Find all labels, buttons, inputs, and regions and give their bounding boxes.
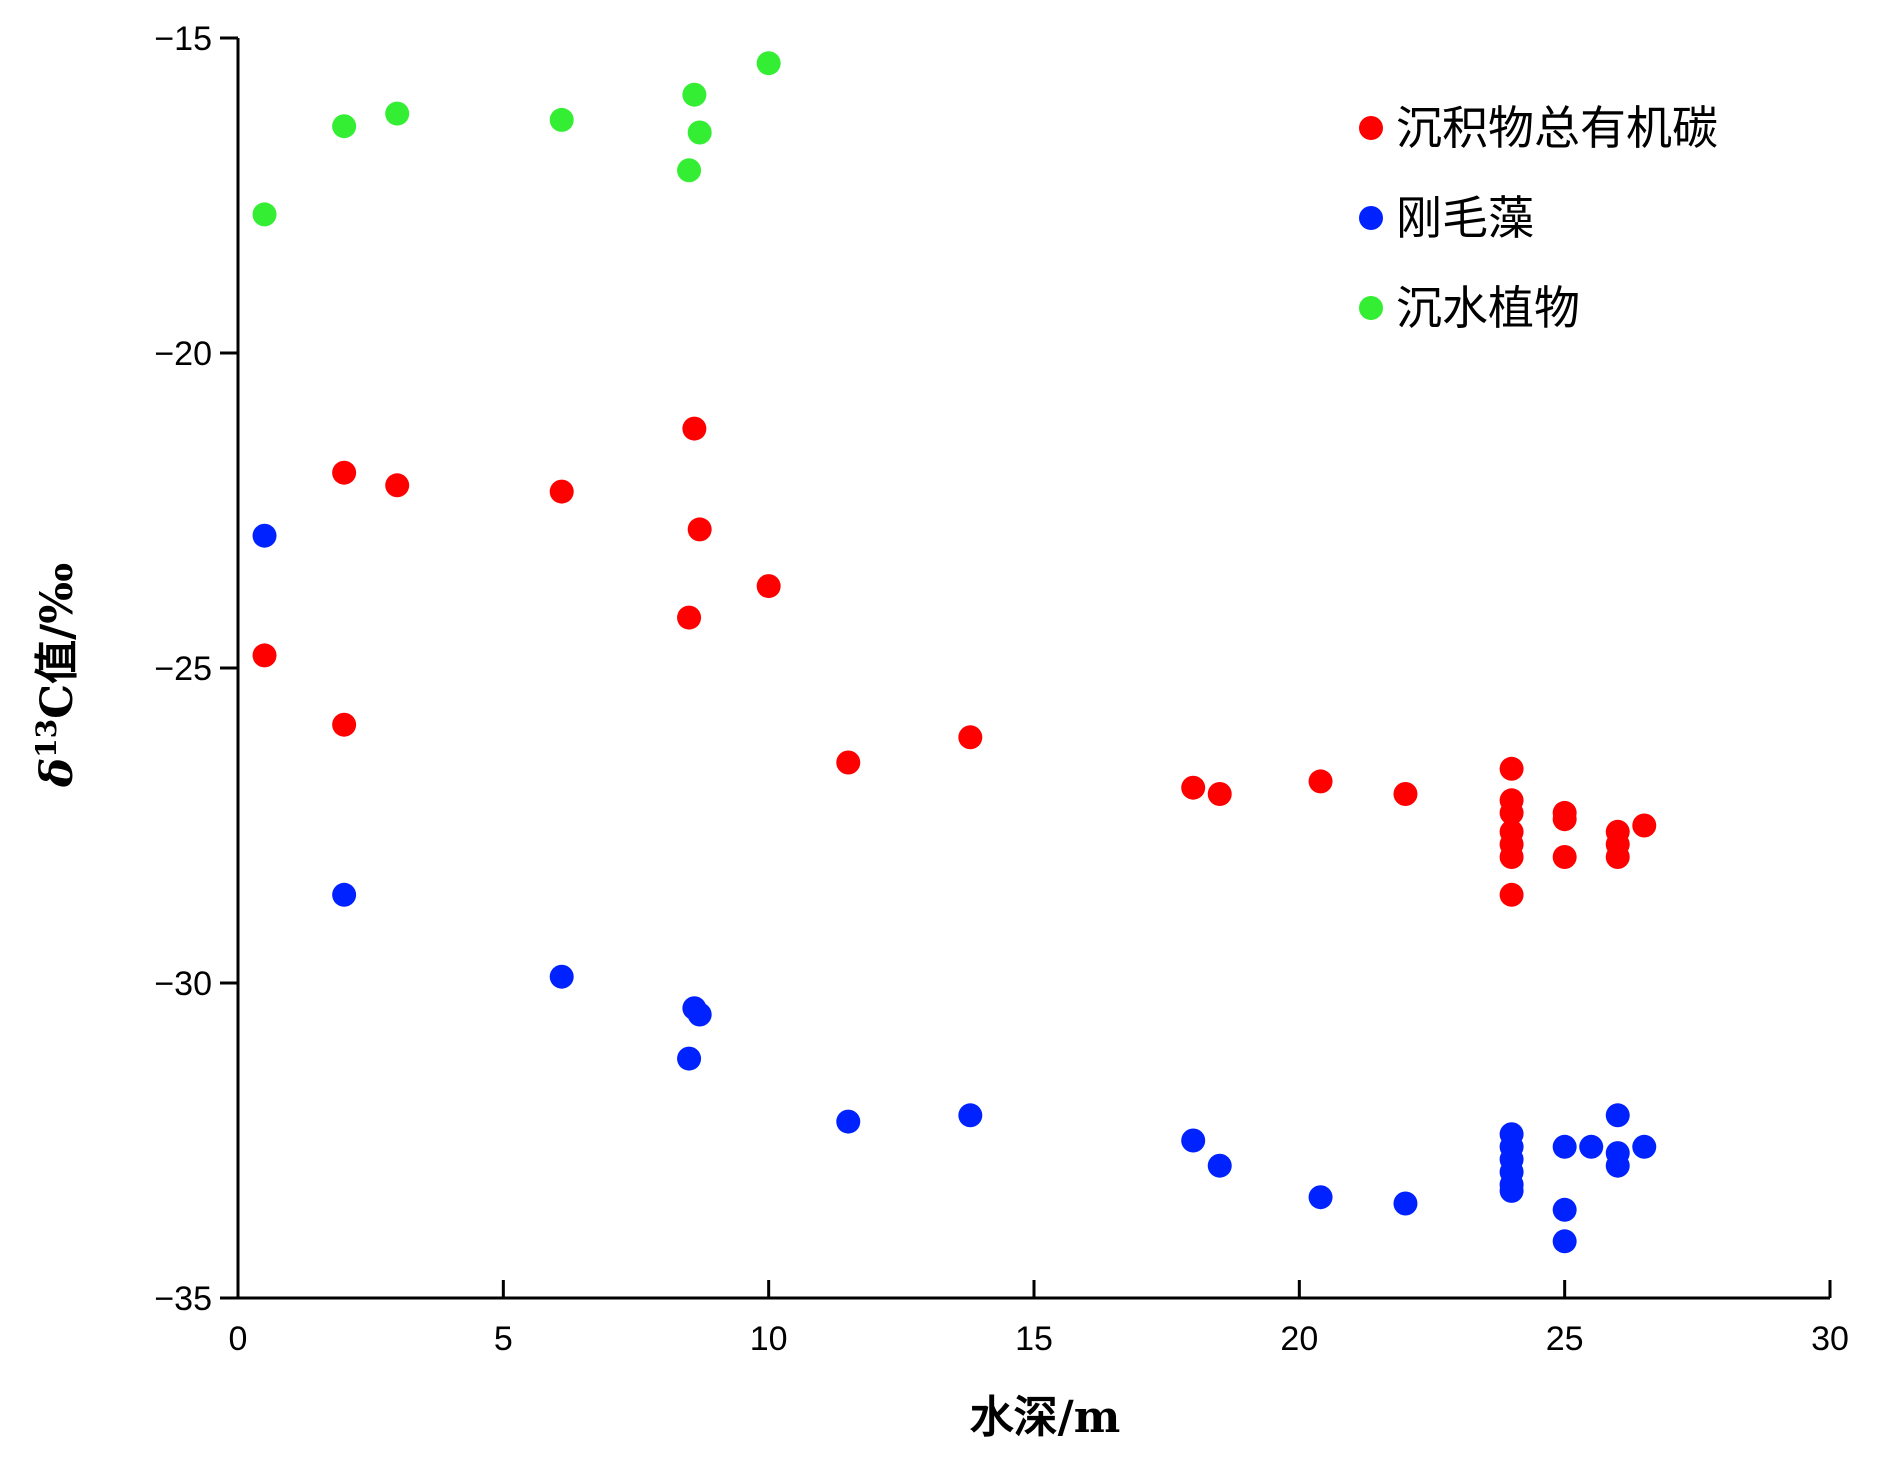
data-point-series-1: [1552, 1229, 1577, 1254]
data-point-series-0: [1181, 775, 1206, 800]
data-point-series-1: [687, 1002, 712, 1027]
data-point-series-1: [1552, 1134, 1577, 1159]
data-point-series-1: [1207, 1153, 1232, 1178]
data-point-series-1: [836, 1109, 861, 1134]
data-point-series-0: [1308, 769, 1333, 794]
data-point-series-1: [1579, 1134, 1604, 1159]
data-point-series-0: [1605, 845, 1630, 869]
data-point-series-0: [682, 416, 707, 441]
data-point-series-0: [1499, 800, 1524, 825]
data-point-series-2: [549, 107, 574, 132]
data-point-series-1: [252, 523, 277, 548]
data-point-series-0: [1552, 807, 1577, 832]
y-tick-label: −30: [154, 965, 212, 1003]
data-point-series-1: [1605, 1153, 1630, 1178]
y-axis-title: δ13C值/‰: [30, 563, 83, 788]
data-point-series-1: [958, 1103, 983, 1128]
x-tick-label: 5: [494, 1320, 513, 1358]
data-point-series-1: [1181, 1128, 1206, 1153]
data-point-series-0: [252, 643, 277, 668]
data-point-series-1: [1308, 1185, 1333, 1210]
data-point-series-0: [687, 517, 712, 542]
legend-label: 沉积物总有机碳: [1396, 101, 1718, 155]
x-tick-label: 20: [1280, 1320, 1318, 1358]
legend-marker: [1359, 206, 1383, 230]
data-point-series-1: [677, 1046, 702, 1071]
data-point-series-2: [332, 114, 357, 139]
data-point-series-2: [677, 158, 702, 183]
y-ticks: −15 −20 −25 −30 −35: [154, 20, 238, 1318]
data-point-series-2: [687, 120, 712, 145]
data-point-series-0: [1499, 756, 1524, 781]
data-point-series-2: [756, 51, 781, 76]
data-point-series-1: [332, 882, 357, 907]
y-axis-title-rest: C值/‰: [32, 563, 83, 719]
data-point-series-0: [677, 605, 702, 630]
data-point-series-0: [1632, 813, 1657, 838]
data-point-series-2: [682, 82, 707, 107]
data-point-series-0: [385, 473, 410, 498]
data-point-series-0: [332, 712, 357, 737]
data-point-series-0: [1552, 845, 1577, 869]
data-point-series-1: [549, 964, 574, 989]
data-point-series-0: [836, 750, 861, 775]
data-point-series-1: [1552, 1197, 1577, 1222]
data-point-series-0: [549, 479, 574, 504]
y-tick-label: −20: [154, 335, 212, 373]
legend-marker: [1359, 116, 1383, 140]
x-ticks: 0 5 10 15 20 25 30: [229, 1280, 1849, 1358]
data-point-series-0: [1393, 782, 1418, 806]
x-axis-title: 水深/m: [970, 1392, 1121, 1443]
x-tick-label: 25: [1546, 1320, 1584, 1358]
y-axis-title-symbol: δ: [32, 758, 83, 788]
y-tick-label: −25: [154, 650, 212, 688]
y-tick-label: −15: [154, 20, 212, 58]
x-tick-label: 15: [1015, 1320, 1053, 1358]
x-tick-label: 30: [1811, 1320, 1849, 1358]
data-point-series-1: [1605, 1103, 1630, 1128]
data-point-series-0: [756, 574, 781, 599]
y-axis-title-sup: 13: [30, 719, 63, 758]
x-tick-label: 0: [229, 1320, 248, 1358]
data-points: [252, 51, 1657, 1254]
data-point-series-0: [332, 460, 357, 485]
data-point-series-1: [1632, 1134, 1657, 1159]
legend-label: 沉水植物: [1396, 281, 1580, 335]
legend-label: 刚毛藻: [1396, 191, 1534, 245]
data-point-series-1: [1499, 1178, 1524, 1203]
legend-marker: [1359, 296, 1383, 320]
data-point-series-0: [1207, 782, 1232, 806]
data-point-series-0: [958, 725, 983, 750]
data-point-series-2: [385, 101, 410, 126]
axes: 0 5 10 15 20 25 30 −15 −20 −25 −30 −35: [154, 20, 1849, 1358]
data-point-series-0: [1499, 882, 1524, 907]
x-tick-label: 10: [750, 1320, 788, 1358]
y-tick-label: −35: [154, 1280, 212, 1318]
data-point-series-1: [1393, 1191, 1418, 1216]
data-point-series-2: [252, 202, 277, 227]
data-point-series-0: [1499, 845, 1524, 869]
